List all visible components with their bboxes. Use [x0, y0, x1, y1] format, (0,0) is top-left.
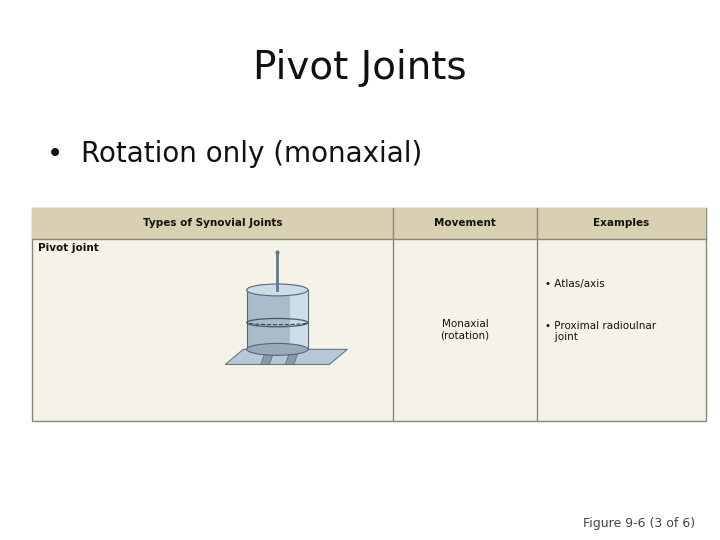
Polygon shape: [225, 349, 347, 364]
Text: Monaxial
(rotation): Monaxial (rotation): [441, 319, 490, 341]
Text: Types of Synovial Joints: Types of Synovial Joints: [143, 218, 282, 228]
Ellipse shape: [247, 284, 308, 296]
Text: Pivot joint: Pivot joint: [38, 243, 99, 253]
Polygon shape: [285, 349, 300, 364]
FancyBboxPatch shape: [32, 208, 706, 421]
Text: •  Rotation only (monaxial): • Rotation only (monaxial): [47, 140, 422, 168]
Text: Figure 9-6 (3 of 6): Figure 9-6 (3 of 6): [582, 517, 695, 530]
Ellipse shape: [247, 343, 308, 355]
FancyBboxPatch shape: [32, 208, 706, 239]
Polygon shape: [247, 290, 308, 349]
Polygon shape: [289, 290, 308, 349]
Text: Examples: Examples: [593, 218, 649, 228]
Text: Movement: Movement: [434, 218, 496, 228]
Text: • Proximal radioulnar
   joint: • Proximal radioulnar joint: [544, 321, 656, 342]
Text: • Atlas/axis: • Atlas/axis: [544, 279, 604, 289]
Text: Pivot Joints: Pivot Joints: [253, 49, 467, 86]
Polygon shape: [261, 349, 275, 364]
